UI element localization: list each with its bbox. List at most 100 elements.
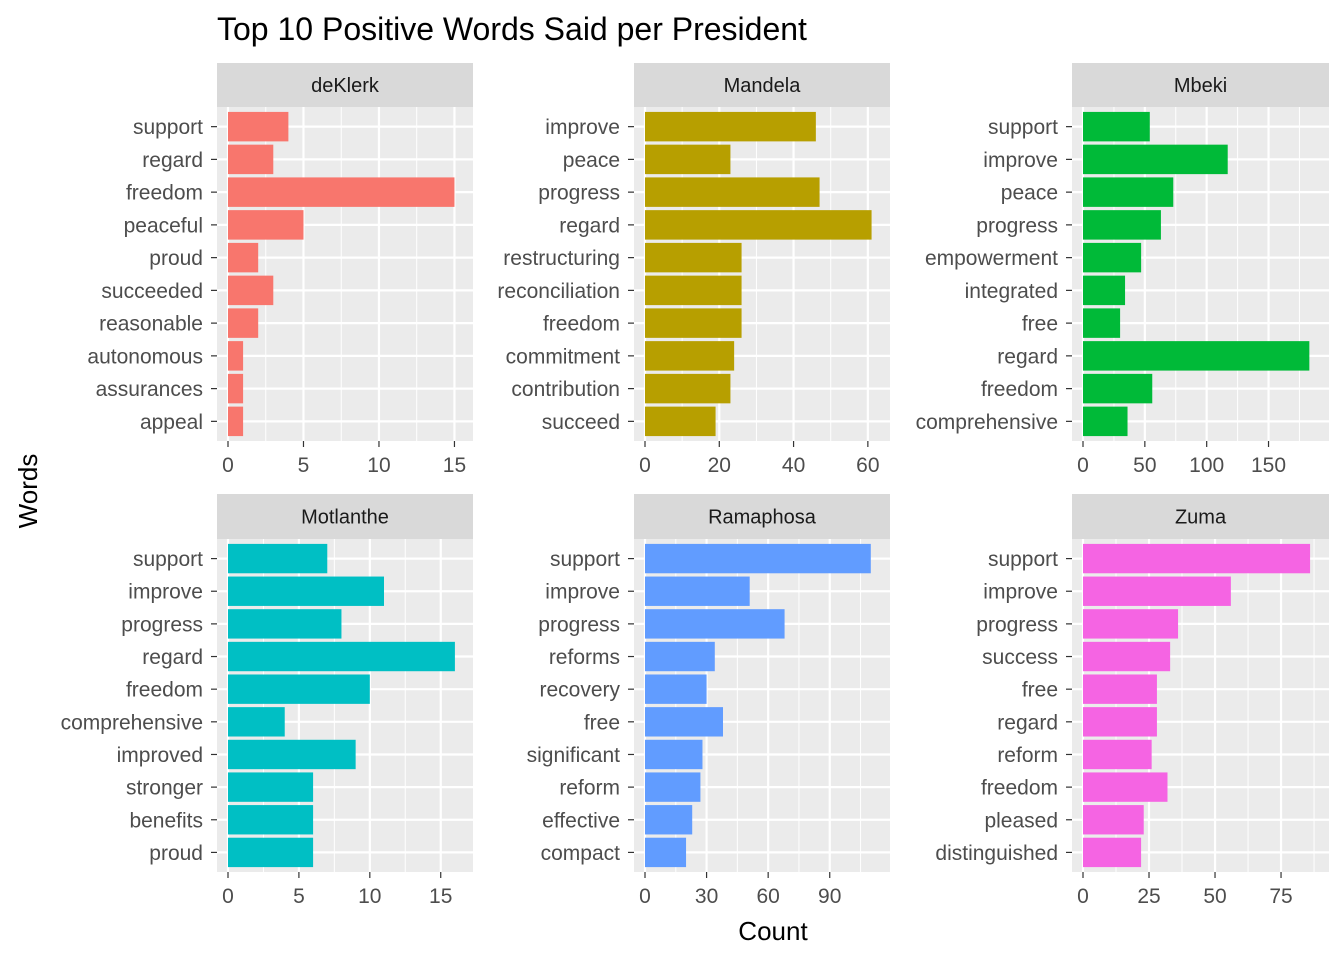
bar-comprehensive — [1083, 406, 1128, 437]
y-tick-label: support — [133, 548, 203, 571]
y-tick-label: regard — [142, 149, 203, 172]
bar-recovery — [645, 674, 707, 704]
bar-regard — [645, 210, 872, 240]
y-tick-label: benefits — [129, 809, 203, 832]
y-tick-label: reform — [559, 777, 620, 800]
facet-strip — [634, 63, 890, 107]
bar-pleased — [1083, 805, 1144, 835]
x-tick-label: 50 — [1203, 885, 1226, 908]
facet-strip — [634, 494, 890, 539]
bar-support — [1083, 543, 1311, 574]
y-tick-label: improve — [983, 149, 1058, 172]
facet-mandela: Mandela improve peace progress regard restruc… — [497, 63, 890, 477]
y-tick-label: freedom — [126, 182, 203, 205]
bar-comprehensive — [228, 707, 285, 737]
x-tick-label: 0 — [1077, 885, 1089, 908]
x-tick-label: 60 — [756, 885, 779, 908]
bar-distinguished — [1083, 837, 1142, 868]
facet-strip-label: Mbeki — [1174, 75, 1227, 97]
x-tick-label: 75 — [1269, 885, 1292, 908]
bar-peace — [645, 144, 731, 175]
bar-proud — [228, 242, 259, 273]
y-tick-label: freedom — [543, 313, 620, 336]
y-tick-label: distinguished — [935, 842, 1058, 865]
y-axis-title: Words — [13, 454, 43, 529]
y-tick-label: support — [550, 548, 620, 571]
y-tick-label: proud — [149, 842, 203, 865]
y-tick-label: compact — [541, 842, 621, 865]
bar-appeal — [228, 406, 244, 437]
x-tick-label: 90 — [818, 885, 841, 908]
x-axis-title: Count — [738, 916, 808, 946]
x-tick-label: 0 — [1077, 454, 1089, 477]
y-tick-label: proud — [149, 247, 203, 270]
x-tick-label: 15 — [443, 454, 466, 477]
facet-motlanthe: Motlanthe support improve progress regard fre… — [61, 494, 473, 908]
y-tick-label: reforms — [549, 646, 620, 669]
x-tick-label: 10 — [358, 885, 381, 908]
bar-progress — [645, 177, 820, 207]
y-tick-label: autonomous — [87, 345, 203, 368]
y-tick-label: freedom — [981, 378, 1058, 401]
bar-contribution — [645, 373, 731, 404]
facet-strip — [1072, 494, 1329, 539]
y-tick-label: contribution — [511, 378, 620, 401]
bar-free — [1083, 674, 1157, 704]
y-tick-label: regard — [142, 646, 203, 669]
y-tick-label: peace — [563, 149, 620, 172]
y-tick-label: progress — [976, 214, 1058, 237]
bar-support — [228, 543, 328, 574]
x-tick-label: 100 — [1189, 454, 1224, 477]
bar-commitment — [645, 341, 735, 371]
facet-strip — [1072, 63, 1329, 107]
facet-panels: deKlerk support regard freedom peaceful proud… — [61, 63, 1329, 908]
x-tick-label: 0 — [222, 885, 234, 908]
x-tick-label: 20 — [708, 454, 731, 477]
y-tick-label: comprehensive — [916, 411, 1058, 434]
bar-freedom — [1083, 772, 1168, 802]
x-tick-label: 30 — [695, 885, 718, 908]
bar-integrated — [1083, 275, 1126, 306]
bar-reform — [1083, 739, 1152, 770]
x-tick-label: 0 — [639, 885, 651, 908]
bar-progress — [1083, 609, 1179, 639]
x-tick-label: 15 — [429, 885, 452, 908]
bar-reform — [645, 772, 701, 802]
y-tick-label: progress — [976, 613, 1058, 636]
bar-compact — [645, 837, 687, 868]
x-tick-label: 50 — [1133, 454, 1156, 477]
y-tick-label: support — [988, 116, 1058, 139]
bar-regard — [228, 144, 274, 175]
y-tick-label: appeal — [140, 411, 203, 434]
facet-zuma: Zuma support improve progress success free reg… — [935, 494, 1329, 908]
y-tick-label: recovery — [539, 679, 620, 702]
y-tick-label: succeeded — [101, 280, 203, 303]
bar-improve — [228, 576, 384, 606]
facet-deklerk: deKlerk support regard freedom peaceful proud… — [87, 63, 473, 477]
x-tick-label: 150 — [1251, 454, 1286, 477]
bar-regard — [1083, 341, 1310, 371]
bar-regard — [228, 641, 455, 672]
y-tick-label: commitment — [506, 345, 621, 368]
facet-mbeki: Mbeki support improve peace progress empowerm… — [916, 63, 1329, 477]
bar-reforms — [645, 641, 715, 672]
y-tick-label: support — [133, 116, 203, 139]
bar-improve — [1083, 576, 1231, 606]
facet-ramaphosa: Ramaphosa support improve progress reforms re… — [527, 494, 890, 908]
y-tick-label: improved — [117, 744, 203, 767]
y-tick-label: regard — [997, 711, 1058, 734]
bar-improve — [1083, 144, 1228, 175]
y-tick-label: comprehensive — [61, 711, 203, 734]
bar-significant — [645, 739, 703, 770]
y-tick-label: regard — [997, 345, 1058, 368]
bar-support — [645, 543, 871, 574]
bar-empowerment — [1083, 242, 1142, 273]
facet-strip-label: Ramaphosa — [708, 507, 817, 529]
x-tick-label: 0 — [639, 454, 651, 477]
x-tick-label: 40 — [782, 454, 805, 477]
facet-strip — [217, 494, 473, 539]
y-tick-label: restructuring — [503, 247, 620, 270]
y-tick-label: pleased — [984, 809, 1058, 832]
y-tick-label: significant — [527, 744, 621, 767]
y-tick-label: support — [988, 548, 1058, 571]
